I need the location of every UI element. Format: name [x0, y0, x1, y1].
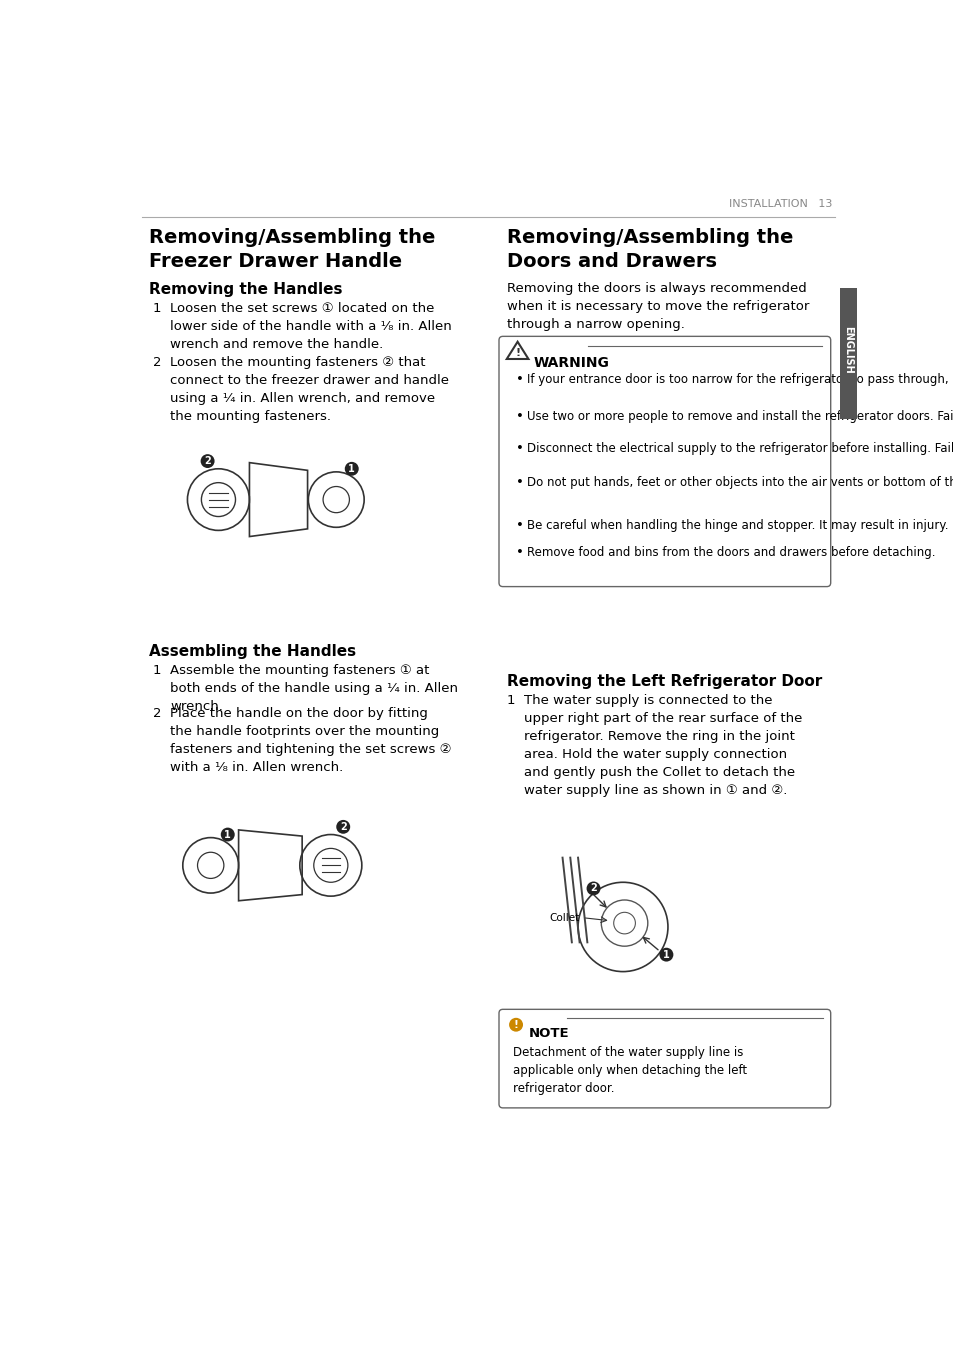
Text: 1: 1 — [662, 949, 669, 959]
Text: Removing the doors is always recommended
when it is necessary to move the refrig: Removing the doors is always recommended… — [506, 281, 808, 331]
Text: !: ! — [515, 348, 519, 358]
Text: 2: 2 — [152, 708, 161, 720]
Text: Remove food and bins from the doors and drawers before detaching.: Remove food and bins from the doors and … — [526, 546, 935, 558]
Circle shape — [220, 827, 234, 841]
Circle shape — [509, 1018, 522, 1032]
Text: 1: 1 — [224, 830, 231, 840]
Text: Place the handle on the door by fitting
the handle footprints over the mounting
: Place the handle on the door by fitting … — [171, 708, 452, 774]
Text: •: • — [516, 546, 523, 558]
Text: WARNING: WARNING — [534, 355, 609, 369]
Text: 2: 2 — [590, 884, 597, 893]
Text: •: • — [516, 409, 523, 423]
Text: The water supply is connected to the
upper right part of the rear surface of the: The water supply is connected to the upp… — [523, 694, 801, 797]
Text: 1: 1 — [506, 694, 515, 708]
Circle shape — [344, 462, 358, 476]
Text: Loosen the set screws ① located on the
lower side of the handle with a ¹⁄₈ in. A: Loosen the set screws ① located on the l… — [171, 302, 452, 351]
Text: 2: 2 — [204, 456, 211, 466]
Text: Assemble the mounting fasteners ① at
both ends of the handle using a ¹⁄₄ in. All: Assemble the mounting fasteners ① at bot… — [171, 664, 458, 712]
Circle shape — [335, 820, 350, 834]
Circle shape — [659, 948, 673, 962]
Text: 2: 2 — [152, 355, 161, 369]
Text: Removing the Left Refrigerator Door: Removing the Left Refrigerator Door — [506, 675, 821, 689]
Text: 1: 1 — [152, 302, 161, 314]
Text: !: ! — [513, 1019, 517, 1030]
Circle shape — [200, 454, 214, 468]
Text: ENGLISH: ENGLISH — [842, 325, 853, 373]
Text: 2: 2 — [339, 822, 346, 831]
Text: Removing the Handles: Removing the Handles — [149, 281, 342, 296]
Text: Removing/Assembling the
Freezer Drawer Handle: Removing/Assembling the Freezer Drawer H… — [149, 228, 435, 272]
Text: NOTE: NOTE — [528, 1028, 569, 1040]
Text: •: • — [516, 373, 523, 386]
Text: Do not put hands, feet or other objects into the air vents or bottom of the refr: Do not put hands, feet or other objects … — [526, 476, 953, 490]
Text: If your entrance door is too narrow for the refrigerator to pass through, remove: If your entrance door is too narrow for … — [526, 373, 953, 386]
Text: 1: 1 — [348, 464, 355, 473]
Text: Use two or more people to remove and install the refrigerator doors. Failure to : Use two or more people to remove and ins… — [526, 409, 953, 423]
Text: Disconnect the electrical supply to the refrigerator before installing. Failure : Disconnect the electrical supply to the … — [526, 442, 953, 456]
Text: 1: 1 — [152, 664, 161, 676]
Text: •: • — [516, 519, 523, 532]
Text: Loosen the mounting fasteners ② that
connect to the freezer drawer and handle
us: Loosen the mounting fasteners ② that con… — [171, 355, 449, 423]
Text: •: • — [516, 442, 523, 456]
Circle shape — [586, 882, 599, 896]
Text: Assembling the Handles: Assembling the Handles — [149, 643, 355, 659]
Text: Collet: Collet — [549, 912, 579, 923]
FancyBboxPatch shape — [498, 336, 830, 587]
FancyBboxPatch shape — [840, 288, 856, 418]
Text: Removing/Assembling the
Doors and Drawers: Removing/Assembling the Doors and Drawer… — [506, 228, 792, 272]
Text: INSTALLATION   13: INSTALLATION 13 — [728, 199, 831, 210]
Text: Be careful when handling the hinge and stopper. It may result in injury.: Be careful when handling the hinge and s… — [526, 519, 947, 532]
FancyBboxPatch shape — [498, 1010, 830, 1109]
Text: •: • — [516, 476, 523, 490]
Text: Detachment of the water supply line is
applicable only when detaching the left
r: Detachment of the water supply line is a… — [513, 1045, 746, 1095]
